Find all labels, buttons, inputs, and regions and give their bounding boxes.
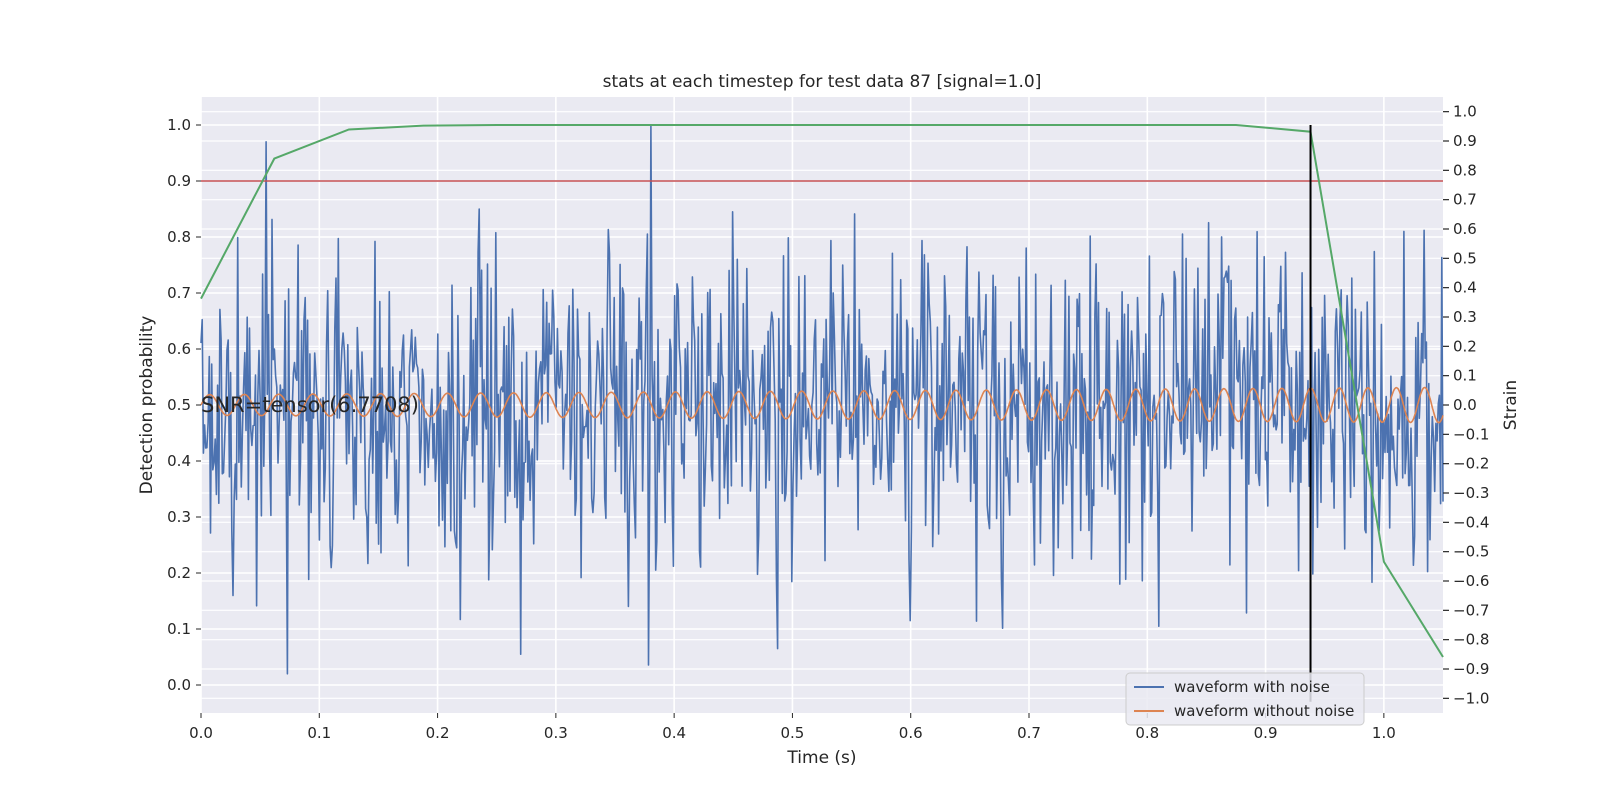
y2-tick-label: −0.7: [1453, 601, 1489, 619]
x-tick-label: 0.2: [426, 724, 450, 742]
y2-tick-label: 1.0: [1453, 103, 1477, 121]
legend: waveform with noise waveform without noi…: [1125, 672, 1365, 726]
y-tick-label: 0.5: [167, 396, 191, 414]
y2-tick-label: −0.3: [1453, 484, 1489, 502]
y2-tick-label: 0.7: [1453, 191, 1477, 209]
y2-tick-label: 0.8: [1453, 161, 1477, 179]
y2-axis-label: Strain: [1501, 380, 1521, 430]
legend-label-waveform-without-noise: waveform without noise: [1174, 702, 1354, 720]
series-line-waveform-without-noise: [200, 386, 1444, 424]
y2-tick-label: −0.6: [1453, 572, 1489, 590]
y-tick-label: 0.6: [167, 340, 191, 358]
y-axis-label: Detection probability: [137, 316, 157, 495]
y-tick-label: 1.0: [167, 116, 191, 134]
y2-tick-label: 0.2: [1453, 337, 1477, 355]
y2-tick-label: 0.6: [1453, 220, 1477, 238]
x-tick-label: 1.0: [1372, 724, 1396, 742]
y2-tick-label: −0.8: [1453, 631, 1489, 649]
y2-tick-label: 0.4: [1453, 279, 1477, 297]
legend-label-waveform-with-noise: waveform with noise: [1174, 678, 1330, 696]
y2-tick-label: 0.1: [1453, 367, 1477, 385]
y2-tick-label: −0.2: [1453, 455, 1489, 473]
y-tick-label: 0.1: [167, 620, 191, 638]
series-layer: [200, 124, 1444, 702]
y2-tick-label: 0.3: [1453, 308, 1477, 326]
x-tick-label: 0.5: [780, 724, 804, 742]
y2-tick-label: −0.1: [1453, 425, 1489, 443]
y-tick-label: 0.2: [167, 564, 191, 582]
y-tick-label: 0.3: [167, 508, 191, 526]
x-tick-label: 0.9: [1254, 724, 1278, 742]
x-tick-label: 0.7: [1017, 724, 1041, 742]
x-axis-label: Time (s): [786, 748, 856, 768]
x-tick-label: 0.6: [899, 724, 923, 742]
x-tick-label: 0.8: [1135, 724, 1159, 742]
y2-tick-label: −0.4: [1453, 513, 1489, 531]
x-tick-label: 0.3: [544, 724, 568, 742]
y-tick-label: 0.9: [167, 172, 191, 190]
x-axis-ticks: 0.0 0.1 0.2 0.3 0.4 0.5 0.6 0.7 0.8 0.9 1.0: [189, 713, 1396, 742]
y2-tick-label: −1.0: [1453, 689, 1489, 707]
y-axis-ticks: 0.0 0.1 0.2 0.3 0.4 0.5 0.6 0.7 0.8 0.9 1.0: [167, 116, 201, 694]
y2-tick-label: 0.5: [1453, 249, 1477, 267]
y-tick-label: 0.7: [167, 284, 191, 302]
y2-axis-ticks: −1.0 −0.9 −0.8 −0.7 −0.6 −0.5 −0.4 −0.3 −0.2 −0.1…: [1443, 103, 1489, 707]
chart-title: stats at each timestep for test data 87 …: [603, 72, 1042, 92]
y-tick-label: 0.0: [167, 676, 191, 694]
x-tick-label: 0.1: [307, 724, 331, 742]
series-line-detection-probability: [200, 124, 1444, 658]
snr-annotation: SNR=tensor(6.7708): [201, 393, 419, 417]
y2-tick-label: 0.0: [1453, 396, 1477, 414]
x-tick-label: 0.4: [662, 724, 686, 742]
series-line-waveform-with-noise: [200, 124, 1444, 675]
y2-tick-label: −0.9: [1453, 660, 1489, 678]
legend-box: [1125, 672, 1365, 726]
y-tick-label: 0.8: [167, 228, 191, 246]
y2-tick-label: −0.5: [1453, 543, 1489, 561]
x-tick-label: 0.0: [189, 724, 213, 742]
y2-tick-label: 0.9: [1453, 132, 1477, 150]
y-tick-label: 0.4: [167, 452, 191, 470]
